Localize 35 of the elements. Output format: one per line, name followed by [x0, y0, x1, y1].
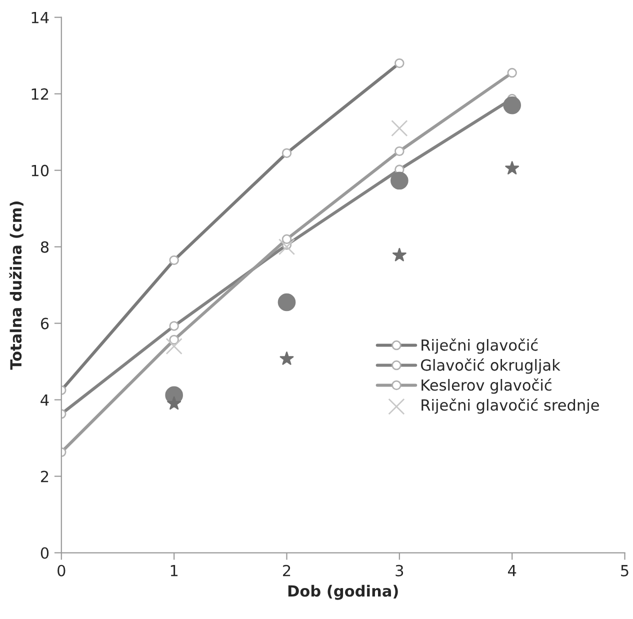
- x-tick-label: 1: [170, 565, 178, 576]
- point: [503, 96, 522, 114]
- legend-label: Keslerov glavočić: [422, 378, 552, 394]
- point: [278, 238, 296, 256]
- y-tick-label: 10: [32, 164, 49, 176]
- point: [392, 248, 406, 262]
- y-axis-title: Totalna dužina (cm): [9, 202, 24, 370]
- y-tick-label: 0: [40, 547, 49, 559]
- point: [390, 172, 408, 190]
- x-axis-title: Dob (godina): [288, 584, 398, 600]
- point: [280, 352, 294, 365]
- point: [167, 396, 182, 410]
- x-tick-label: 2: [283, 564, 290, 576]
- x-tick-label: 3: [396, 564, 404, 576]
- point: [169, 334, 179, 345]
- point: [394, 146, 404, 156]
- x-tick-label: 0: [58, 564, 66, 576]
- point: [278, 293, 296, 312]
- legend-label: Riječni glavočić: [422, 338, 538, 354]
- point: [507, 68, 517, 78]
- y-tick-label: 12: [32, 88, 48, 100]
- legend-label: Riječni glavočić srednje: [422, 398, 599, 414]
- y-tick-label: 4: [40, 394, 49, 406]
- y-tick-label: 14: [32, 12, 49, 24]
- y-tick-label: 6: [40, 318, 49, 330]
- point: [282, 234, 292, 244]
- legend-label: Glavočić okrugljak: [421, 358, 560, 374]
- point: [391, 120, 408, 137]
- point: [166, 338, 182, 355]
- y-tick-label: 2: [40, 470, 48, 482]
- y-tick-label: 8: [40, 241, 49, 253]
- point: [169, 321, 179, 331]
- x-tick-label: 5: [621, 565, 628, 576]
- point: [505, 161, 520, 174]
- x-tick-label: 4: [508, 565, 516, 576]
